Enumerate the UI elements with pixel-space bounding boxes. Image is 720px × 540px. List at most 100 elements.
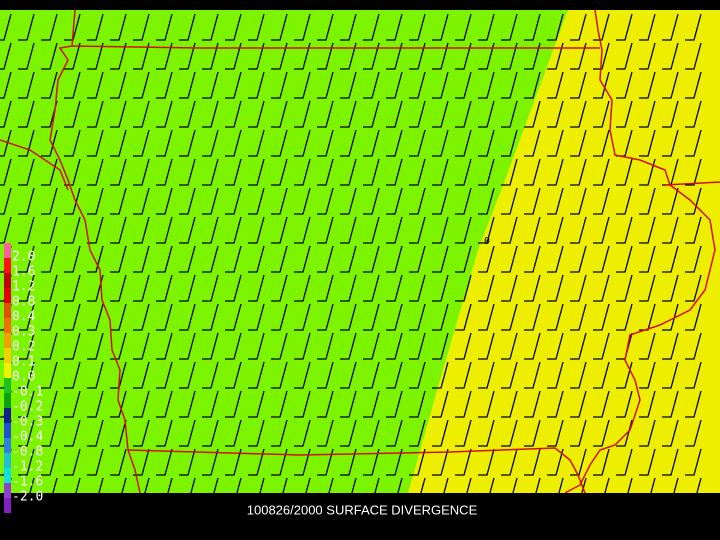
legend-label: -0.4: [12, 430, 43, 445]
wind-barb: [202, 361, 219, 389]
wind-barb: [363, 332, 380, 360]
wind-barb: [409, 448, 426, 476]
wind-barb: [248, 42, 265, 70]
wind-barb: [41, 390, 58, 418]
legend-label: 0.4: [12, 310, 36, 325]
wind-barb: [87, 100, 104, 128]
wind-barb: [386, 187, 403, 215]
wind-barb: [41, 245, 58, 273]
wind-barb: [685, 477, 702, 505]
wind-barb: [225, 361, 242, 389]
wind-barb: [271, 448, 288, 476]
wind-barb: [639, 448, 656, 476]
wind-barb: [639, 216, 656, 244]
wind-barb: [64, 477, 81, 505]
wind-barb: [662, 216, 679, 244]
wind-barb: [662, 42, 679, 70]
legend-label: -0.1: [12, 385, 43, 400]
wind-barb: [248, 158, 265, 186]
wind-barb: [639, 361, 656, 389]
wind-barb: [409, 274, 426, 302]
wind-barb: [662, 245, 679, 273]
wind-barb: [110, 274, 127, 302]
wind-barb: [455, 361, 472, 389]
wind-barb: [662, 13, 679, 41]
wind-barb: [685, 71, 702, 99]
legend-label: -0.3: [12, 415, 43, 430]
wind-barb: [0, 71, 12, 99]
wind-barb: [547, 13, 564, 41]
wind-barb: [547, 100, 564, 128]
wind-barb: [179, 419, 196, 447]
state-borders: [0, 9, 720, 494]
wind-barb: [156, 42, 173, 70]
wind-barb: [524, 100, 541, 128]
wind-barb: [432, 129, 449, 157]
wind-barb: [340, 158, 357, 186]
wind-barb: [409, 187, 426, 215]
wind-barb: [340, 274, 357, 302]
wind-barb: [478, 303, 495, 331]
wind-barb: [593, 13, 610, 41]
wind-barb: [409, 42, 426, 70]
wind-barb: [593, 216, 610, 244]
legend-swatch: [4, 288, 11, 303]
wind-barb: [225, 187, 242, 215]
wind-barb: [501, 71, 518, 99]
legend-swatch: [4, 273, 11, 288]
wind-barb: [616, 274, 633, 302]
legend-swatch: [4, 393, 11, 408]
wind-barb: [202, 216, 219, 244]
wind-barb: [570, 158, 587, 186]
wind-barb: [455, 303, 472, 331]
wind-barb: [432, 42, 449, 70]
contour-label: 0: [484, 236, 490, 247]
wind-barb: [524, 332, 541, 360]
wind-barb: [386, 245, 403, 273]
wind-barb: [294, 71, 311, 99]
wind-barb: [18, 332, 35, 360]
wind-barb: [18, 216, 35, 244]
wind-barb: [501, 448, 518, 476]
wind-barb: [386, 129, 403, 157]
wind-barb: [363, 129, 380, 157]
legend: 2.01.61.20.80.40.30.20.10.0-0.1-0.2-0.3-…: [4, 243, 43, 513]
wind-barb: [248, 390, 265, 418]
wind-barb: [570, 100, 587, 128]
wind-barb: [593, 71, 610, 99]
wind-barb: [685, 332, 702, 360]
wind-barb: [202, 477, 219, 505]
wind-barb: [0, 187, 12, 215]
wind-barb: [87, 390, 104, 418]
wind-barb: [18, 187, 35, 215]
wind-barb: [64, 332, 81, 360]
legend-label: -2.0: [12, 490, 43, 505]
wind-barb: [524, 274, 541, 302]
legend-swatch: [4, 423, 11, 438]
wind-barb: [340, 245, 357, 273]
wind-barb: [87, 419, 104, 447]
wind-barb: [478, 71, 495, 99]
wind-barb: [524, 42, 541, 70]
wind-barb: [248, 419, 265, 447]
wind-barb: [340, 129, 357, 157]
wind-barb: [41, 158, 58, 186]
wind-barb: [156, 361, 173, 389]
wind-barb: [271, 332, 288, 360]
wind-barb: [478, 216, 495, 244]
wind-barb: [570, 13, 587, 41]
wind-barb: [133, 42, 150, 70]
wind-barb: [317, 274, 334, 302]
legend-swatch: [4, 258, 11, 273]
wind-barb: [432, 361, 449, 389]
wind-barb: [156, 390, 173, 418]
wind-barb: [225, 332, 242, 360]
border-west: [49, 9, 141, 494]
wind-barb: [524, 361, 541, 389]
wind-barb: [271, 477, 288, 505]
wind-barb: [110, 332, 127, 360]
wind-barb: [87, 158, 104, 186]
wind-barb: [455, 274, 472, 302]
wind-barb: [133, 245, 150, 273]
wind-barb: [225, 245, 242, 273]
